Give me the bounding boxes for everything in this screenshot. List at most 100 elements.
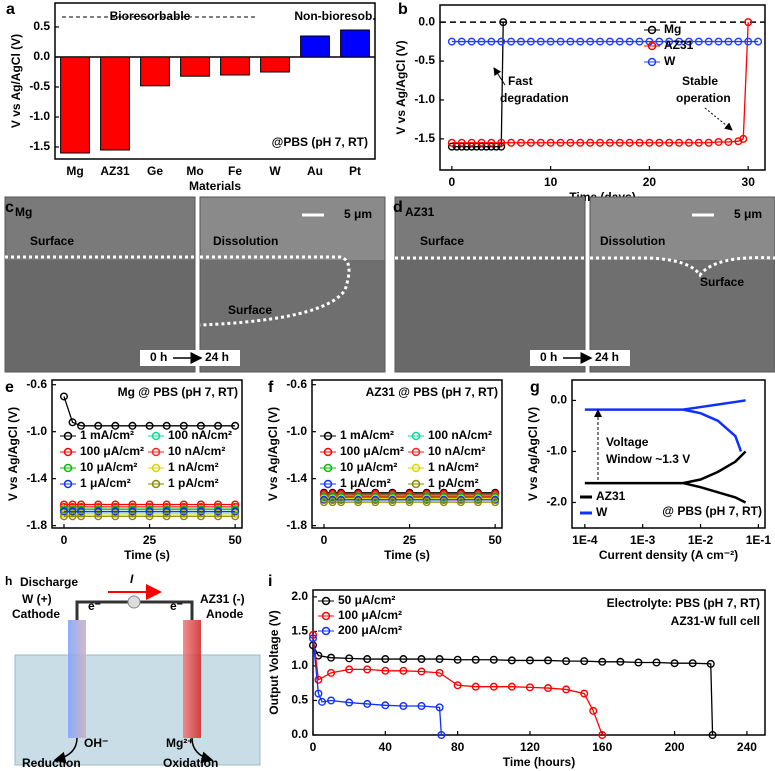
- data-point: [456, 495, 465, 504]
- data-point: [68, 507, 77, 516]
- oxidation-arrow: [191, 737, 214, 764]
- data-point: [526, 138, 535, 147]
- data-point: [744, 18, 753, 27]
- x-axis-label: Time (s): [124, 548, 170, 562]
- x-tick-label: 120: [520, 740, 540, 754]
- annotation: Window ~1.3 V: [606, 452, 690, 466]
- data-point: [665, 138, 674, 147]
- data-point: [467, 37, 476, 46]
- pointer: [493, 67, 506, 86]
- y-tick-label: -0.6: [286, 377, 307, 391]
- data-point: [457, 37, 466, 46]
- data-point: [675, 138, 684, 147]
- image-label: 24 h: [595, 350, 619, 364]
- y-axis-label: V vs Ag/AgCl (V): [526, 407, 540, 501]
- y-tick-label: 0.0: [33, 49, 50, 63]
- y-tick-label: -1.5: [414, 131, 435, 145]
- panel-letter: c: [5, 199, 14, 216]
- data-point: [467, 138, 476, 147]
- y-axis-label: Output Voltage (V): [267, 610, 281, 714]
- data-point: [196, 421, 205, 430]
- y-tick-label: -1.8: [286, 518, 307, 532]
- data-point: [499, 18, 508, 27]
- data-point: [734, 37, 743, 46]
- y-axis-label: V vs Ag/AgCl (V): [6, 407, 20, 501]
- data-point: [231, 509, 240, 518]
- data-point: [111, 512, 120, 521]
- annotation: @ PBS (pH 7, RT): [662, 504, 762, 518]
- data-point: [314, 689, 323, 698]
- legend-swatch: [411, 463, 421, 473]
- data-point: [596, 138, 605, 147]
- data-point: [337, 498, 346, 507]
- data-point: [474, 495, 483, 504]
- bar: [220, 56, 250, 76]
- data-point: [586, 37, 595, 46]
- panel-letter: b: [398, 1, 408, 18]
- data-point: [694, 138, 703, 147]
- legend-swatch: [63, 431, 73, 441]
- data-point: [562, 685, 571, 694]
- image-label: Surface: [30, 234, 74, 248]
- data-point: [477, 37, 486, 46]
- data-point: [179, 512, 188, 521]
- legend-label: 1 pA/cm²: [428, 476, 479, 490]
- legend-label: W: [596, 505, 608, 519]
- plot-frame: [312, 589, 766, 736]
- series-line: [312, 644, 714, 736]
- data-point: [546, 37, 555, 46]
- legend-label: 100 nA/cm²: [168, 428, 232, 442]
- data-point: [665, 37, 674, 46]
- data-point: [645, 138, 654, 147]
- data-point: [655, 138, 664, 147]
- data-point: [507, 37, 516, 46]
- annotation: AZ31-W full cell: [671, 614, 760, 628]
- bar: [340, 29, 370, 58]
- data-point: [447, 138, 456, 147]
- data-point: [354, 495, 363, 504]
- series-line: [584, 450, 747, 504]
- legend-label: 10 nA/cm²: [168, 444, 225, 458]
- data-point: [497, 37, 506, 46]
- data-point: [596, 37, 605, 46]
- data-point: [77, 512, 86, 521]
- legend-swatch: [63, 479, 73, 489]
- legend-swatch: [321, 626, 331, 636]
- legend-swatch: [647, 41, 657, 51]
- data-point: [214, 507, 223, 516]
- bar: [60, 56, 90, 154]
- series-line: [312, 634, 603, 736]
- legend-swatch: [411, 431, 421, 441]
- x-tick-label: Ge: [147, 164, 163, 178]
- data-point: [77, 509, 86, 518]
- diagram-label: Discharge: [20, 575, 78, 589]
- data-point: [615, 37, 624, 46]
- y-tick-label: 1.5: [291, 624, 308, 638]
- data-point: [487, 138, 496, 147]
- image-label: AZ31: [405, 205, 435, 219]
- data-point: [111, 509, 120, 518]
- y-tick-label: -1.4: [286, 471, 307, 485]
- y-axis-label: V vs Ag/AgCl (V): [394, 40, 408, 134]
- x-tick-label: 0: [310, 740, 317, 754]
- data-point: [714, 137, 723, 146]
- x-tick-label: 0: [61, 533, 68, 547]
- data-point: [327, 668, 336, 677]
- data-point: [688, 659, 697, 668]
- series-line: [451, 22, 504, 148]
- annotation: @PBS (pH 7, RT): [272, 135, 368, 149]
- legend-label: AZ31: [596, 489, 626, 503]
- data-point: [477, 138, 486, 147]
- data-point: [576, 138, 585, 147]
- legend-swatch: [323, 431, 333, 441]
- x-tick-label: 80: [451, 740, 465, 754]
- image-label: 0 h: [150, 350, 167, 364]
- data-point: [447, 37, 456, 46]
- data-point: [489, 655, 498, 664]
- data-point: [111, 421, 120, 430]
- data-point: [489, 682, 498, 691]
- legend-label: 10 nA/cm²: [428, 444, 485, 458]
- data-point: [145, 512, 154, 521]
- legend-swatch: [151, 431, 161, 441]
- data-point: [231, 507, 240, 516]
